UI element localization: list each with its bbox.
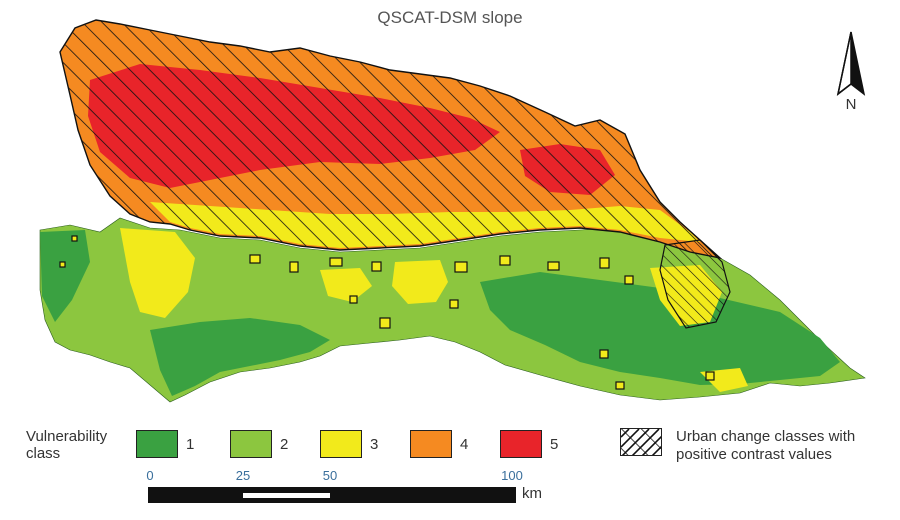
hatch-label-line2: positive contrast values <box>676 446 832 463</box>
class1-southwest <box>150 318 330 396</box>
legend-item-5: 5 <box>500 430 558 458</box>
hatch-southeast <box>659 239 731 329</box>
legend-title-line1: Vulnerability <box>26 428 108 445</box>
scale-tick-0: 0 <box>146 468 154 483</box>
scale-tick-100: 100 <box>501 468 523 483</box>
class3-west <box>120 228 195 318</box>
north-label: N <box>845 96 857 113</box>
urban-blocks <box>59 235 715 390</box>
hatch-label-line1: Urban change classes with <box>676 428 856 445</box>
legend-swatch-1 <box>136 430 178 458</box>
hatch-upper <box>59 19 723 260</box>
class3-center2 <box>320 268 372 302</box>
legend-label-3: 3 <box>370 435 379 453</box>
legend-swatch-5 <box>500 430 542 458</box>
legend-label-4: 4 <box>460 435 469 453</box>
legend-swatch-4 <box>410 430 452 458</box>
class1-west <box>40 230 90 322</box>
scale-tick-25: 25 <box>235 468 251 483</box>
legend-item-urban-change: Urban change classes with positive contr… <box>620 428 855 464</box>
legend-item-2: 2 <box>230 430 288 458</box>
hatch-legend-label: Urban change classes with positive contr… <box>676 428 855 464</box>
legend-item-1: 1 <box>136 430 194 458</box>
legend-item-4: 4 <box>410 430 468 458</box>
north-arrow-icon <box>836 31 866 96</box>
scale-bar <box>148 487 516 503</box>
legend-label-1: 1 <box>186 435 195 453</box>
scale-unit: km <box>522 485 542 502</box>
scale-tick-50: 50 <box>322 468 338 483</box>
legend-swatch-3 <box>320 430 362 458</box>
legend-label-5: 5 <box>550 435 559 453</box>
class3-center <box>392 260 448 304</box>
legend-title-line2: class <box>26 445 61 462</box>
legend-item-3: 3 <box>320 430 378 458</box>
class1-east <box>480 272 840 385</box>
hatch-swatch <box>620 428 662 456</box>
map-title: QSCAT-DSM slope <box>377 8 523 27</box>
legend-swatch-2 <box>230 430 272 458</box>
legend-label-2: 2 <box>280 435 289 453</box>
legend-title: Vulnerability class <box>26 428 107 462</box>
